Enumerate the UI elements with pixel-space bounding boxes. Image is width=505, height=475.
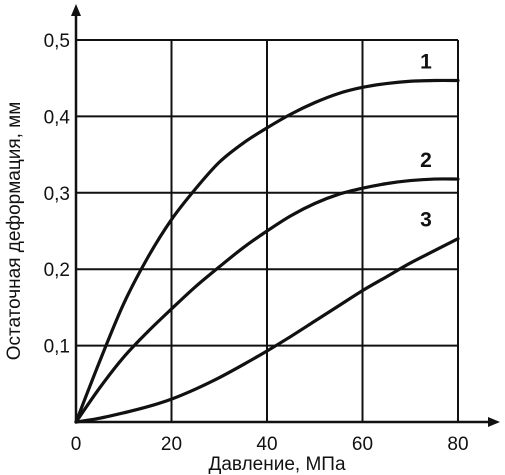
x-tick-label: 80: [447, 434, 468, 455]
y-tick-label: 0,1: [44, 337, 70, 358]
series-1-line: [74, 78, 460, 424]
series-3-line: [74, 237, 460, 424]
x-tick-label: 40: [256, 434, 277, 455]
series-group: [74, 78, 460, 424]
axes: [71, 4, 500, 427]
series-2-line: [74, 177, 460, 424]
series-2-label: 2: [420, 149, 432, 172]
y-tick-label: 0,2: [44, 260, 70, 281]
y-axis-title: Остаточная деформация, мм: [4, 102, 25, 361]
series-3-label: 3: [420, 209, 432, 232]
labels-group: 0 20 40 60 80 0,1 0,2 0,3 0,4 0,5 Давление, МПа Ост…: [4, 31, 469, 475]
y-tick-label: 0,3: [44, 184, 70, 205]
x-tick-label: 20: [161, 434, 182, 455]
y-tick-label: 0,4: [44, 107, 71, 128]
y-tick-label: 0,5: [44, 31, 70, 52]
x-tick-label: 0: [71, 434, 82, 455]
x-axis-title: Давление, МПа: [208, 454, 345, 475]
x-tick-label: 60: [352, 434, 373, 455]
series-1-label: 1: [420, 50, 432, 73]
